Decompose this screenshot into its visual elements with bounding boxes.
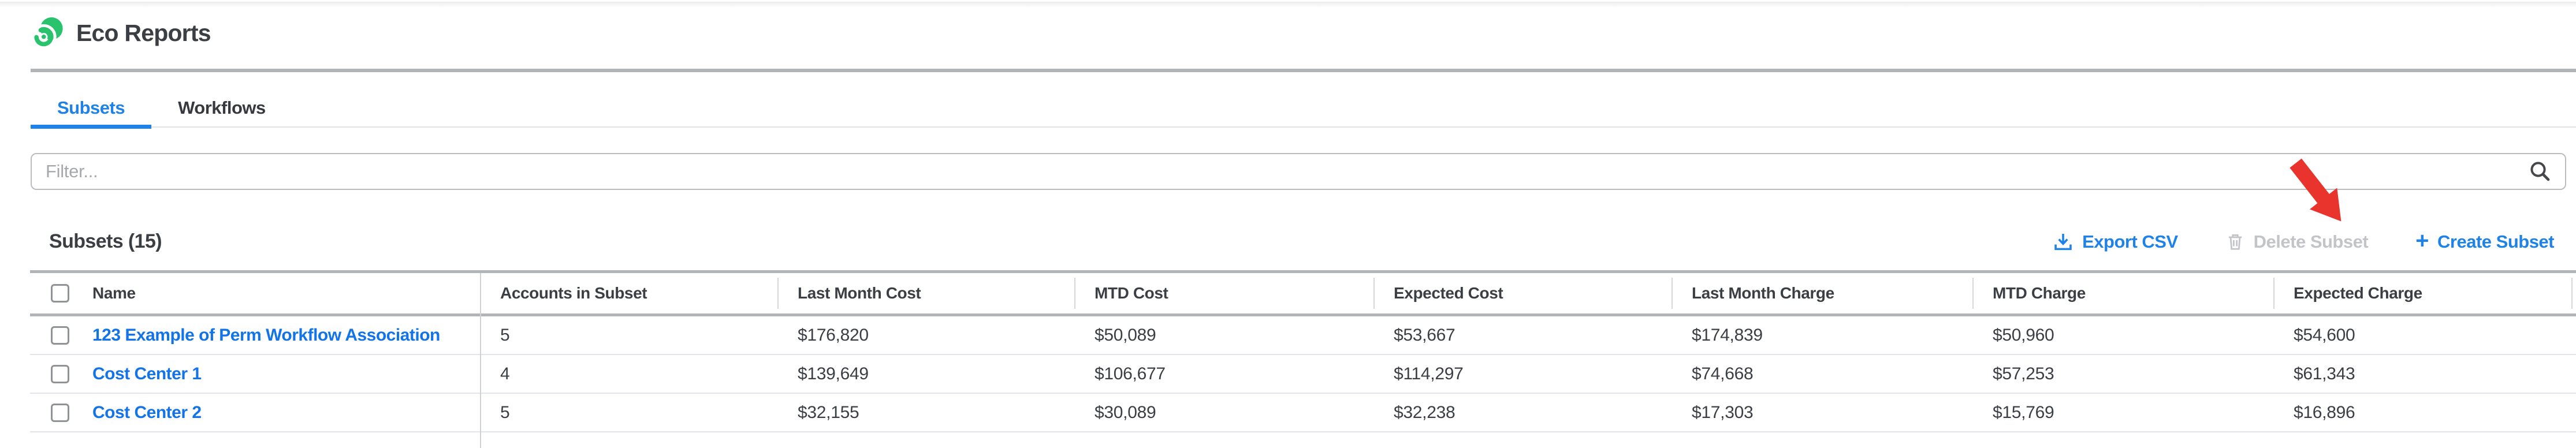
tab-bar: Subsets Workflows [31, 88, 292, 129]
create-subset-label: Create Subset [2437, 232, 2554, 252]
section-title: Subsets (15) [49, 230, 162, 252]
column-header-label: Name [92, 284, 136, 302]
last-month-charge-cell: $17,303 [1692, 402, 1754, 422]
expected-cost-cell: $32,238 [1394, 402, 1455, 422]
name-column-divider [480, 273, 481, 448]
table-header-mtd-cost: MTD Cost [1074, 273, 1373, 313]
plus-icon: + [2415, 228, 2429, 253]
expected-cost-cell: $114,297 [1394, 364, 1464, 383]
subset-name-link[interactable]: 123 Example of Perm Workflow Association [92, 325, 440, 345]
last-month-cost-cell: $139,649 [798, 364, 869, 383]
select-all-checkbox[interactable] [51, 284, 69, 303]
name-cell: 123 Example of Perm Workflow Association [30, 316, 480, 354]
header-divider [31, 69, 2576, 72]
table-row: Cost Center 2 5 $32,155 $30,089 $32,238 … [30, 394, 2576, 432]
table-header-expected-cost: Expected Cost [1373, 273, 1672, 313]
download-icon [2054, 233, 2072, 251]
export-csv-button[interactable]: Export CSV [2053, 232, 2178, 252]
delete-subset-button[interactable]: Delete Subset [2225, 232, 2369, 252]
export-csv-label: Export CSV [2082, 232, 2178, 252]
name-cell: Cost Center 2 [30, 394, 480, 431]
last-month-cost-cell: $32,155 [798, 402, 859, 422]
mtd-cost-cell: $106,677 [1095, 364, 1166, 383]
subsets-table: Name Accounts in Subset Last Month Cost … [30, 270, 2576, 448]
top-hairline [0, 2, 2576, 3]
accounts-cell: 4 [500, 364, 510, 383]
table-header-last-month-cost: Last Month Cost [777, 273, 1074, 313]
tabs-hairline [31, 126, 2576, 128]
table-header-mtd-charge: MTD Charge [1972, 273, 2273, 313]
mtd-cost-cell: $30,089 [1095, 402, 1156, 422]
actions-row: Export CSV Delete Subset + Create Subset [2053, 229, 2554, 255]
last-month-charge-cell: $74,668 [1692, 364, 1754, 383]
last-month-cost-cell: $176,820 [798, 325, 869, 345]
table-header-accounts: Accounts in Subset [500, 284, 647, 302]
mtd-charge-cell: $15,769 [1993, 402, 2054, 422]
search-icon [2530, 162, 2550, 181]
table-header-expected-charge: Expected Charge [2273, 273, 2576, 313]
tab-workflows[interactable]: Workflows [178, 97, 266, 118]
row-checkbox[interactable] [51, 403, 69, 422]
table-header-row: Name Accounts in Subset Last Month Cost … [30, 273, 2576, 316]
last-month-charge-cell: $174,839 [1692, 325, 1763, 345]
page-title: Eco Reports [76, 20, 211, 46]
row-checkbox[interactable] [51, 364, 69, 383]
expected-charge-cell: $16,896 [2294, 402, 2355, 422]
mtd-charge-cell: $50,960 [1993, 325, 2054, 345]
name-cell: Cost Center 1 [30, 355, 480, 393]
expected-charge-cell: $54,600 [2294, 325, 2355, 345]
create-subset-button[interactable]: + Create Subset [2415, 228, 2554, 253]
accounts-cell: 5 [500, 325, 510, 345]
filter-input[interactable] [32, 154, 2528, 189]
mtd-cost-cell: $50,089 [1095, 325, 1156, 345]
tab-subsets[interactable]: Subsets [31, 88, 152, 129]
subset-name-link[interactable]: Cost Center 1 [92, 364, 202, 383]
table-row: Cost Center 1 4 $139,649 $106,677 $114,2… [30, 355, 2576, 394]
accounts-cell: 5 [500, 402, 510, 422]
expected-cost-cell: $53,667 [1394, 325, 1455, 345]
table-header-name: Name [30, 273, 480, 313]
table-header-last-month-charge: Last Month Charge [1672, 273, 1972, 313]
trash-icon [2228, 234, 2242, 250]
expected-charge-cell: $61,343 [2294, 364, 2355, 383]
mtd-charge-cell: $57,253 [1993, 364, 2054, 383]
delete-subset-label: Delete Subset [2253, 232, 2369, 252]
filter-bar [31, 153, 2566, 190]
table-body: 123 Example of Perm Workflow Association… [30, 316, 2576, 432]
subset-name-link[interactable]: Cost Center 2 [92, 402, 202, 422]
table-row: 123 Example of Perm Workflow Association… [30, 316, 2576, 355]
top-shadow [0, 3, 2576, 8]
row-checkbox[interactable] [51, 326, 69, 345]
eco-spiral-logo-icon [32, 17, 63, 48]
